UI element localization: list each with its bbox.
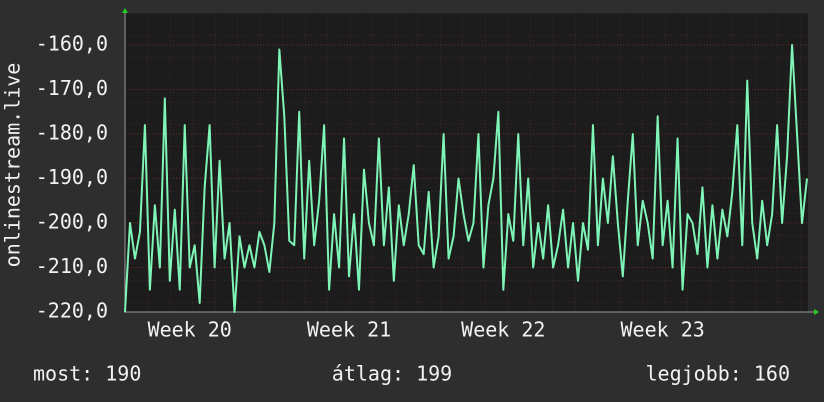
y-tick-label: -160,0	[36, 32, 108, 56]
x-tick-label: Week 20	[148, 318, 232, 342]
footer-current: most: 190	[33, 362, 141, 386]
footer-average: átlag: 199	[332, 362, 452, 386]
y-tick-label: -190,0	[36, 165, 108, 189]
y-tick-label: -180,0	[36, 121, 108, 145]
footer-best: legjobb: 160	[646, 362, 791, 386]
x-tick-label: Week 23	[620, 318, 704, 342]
y-tick-label: -170,0	[36, 76, 108, 100]
y-arrow	[122, 8, 128, 13]
x-tick-label: Week 21	[307, 318, 391, 342]
y-axis-title: onlinestream.live	[1, 63, 25, 268]
x-arrow	[814, 309, 819, 315]
x-tick-label: Week 22	[461, 318, 545, 342]
y-tick-label: -220,0	[36, 299, 108, 323]
data-line	[124, 44, 808, 313]
y-tick-label: -210,0	[36, 254, 108, 278]
minor-grid	[125, 13, 808, 312]
y-tick-label: -200,0	[36, 210, 108, 234]
